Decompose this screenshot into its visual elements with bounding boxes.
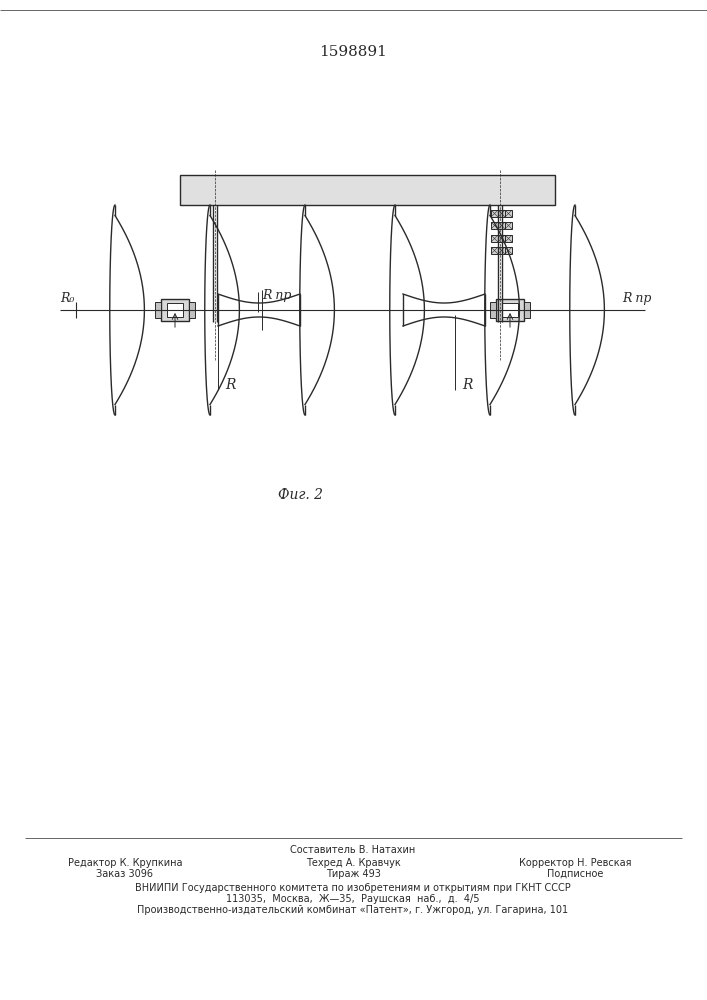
Bar — [498, 235, 505, 242]
Bar — [490, 302, 496, 318]
Bar — [180, 175, 555, 205]
Bar — [498, 210, 505, 217]
Text: Корректор Н. Ревская: Корректор Н. Ревская — [519, 858, 631, 868]
Bar — [155, 302, 161, 318]
Text: Фиг. 2: Фиг. 2 — [278, 488, 322, 502]
Text: R пр: R пр — [262, 289, 291, 302]
Bar — [498, 247, 505, 254]
Bar — [491, 235, 498, 242]
Text: R пр: R пр — [622, 292, 651, 305]
Text: 113035,  Москва,  Ж—35,  Раушская  наб.,  д.  4/5: 113035, Москва, Ж—35, Раушская наб., д. … — [226, 894, 480, 904]
Bar — [161, 299, 189, 321]
Text: Заказ 3096: Заказ 3096 — [96, 869, 153, 879]
Text: R: R — [462, 378, 472, 392]
Text: Составитель В. Натахин: Составитель В. Натахин — [291, 845, 416, 855]
Text: R: R — [225, 378, 235, 392]
Text: Редактор К. Крупкина: Редактор К. Крупкина — [68, 858, 182, 868]
Text: Производственно-издательский комбинат «Патент», г. Ужгород, ул. Гагарина, 101: Производственно-издательский комбинат «П… — [137, 905, 568, 915]
Text: Тираж 493: Тираж 493 — [325, 869, 380, 879]
Text: ВНИИПИ Государственного комитета по изобретениям и открытиям при ГКНТ СССР: ВНИИПИ Государственного комитета по изоб… — [135, 883, 571, 893]
Bar — [189, 302, 195, 318]
Bar — [498, 222, 505, 229]
Bar — [491, 210, 498, 217]
Bar — [505, 210, 512, 217]
Bar — [491, 222, 498, 229]
Text: R₀: R₀ — [61, 292, 75, 305]
Bar — [502, 303, 518, 317]
Bar — [505, 235, 512, 242]
Bar — [505, 222, 512, 229]
Text: 1598891: 1598891 — [319, 45, 387, 59]
Bar — [167, 303, 183, 317]
Bar — [491, 247, 498, 254]
Bar — [505, 247, 512, 254]
Text: Техред А. Кравчук: Техред А. Кравчук — [305, 858, 400, 868]
Bar — [496, 299, 524, 321]
Text: Подписное: Подписное — [547, 869, 603, 879]
Bar — [524, 302, 530, 318]
